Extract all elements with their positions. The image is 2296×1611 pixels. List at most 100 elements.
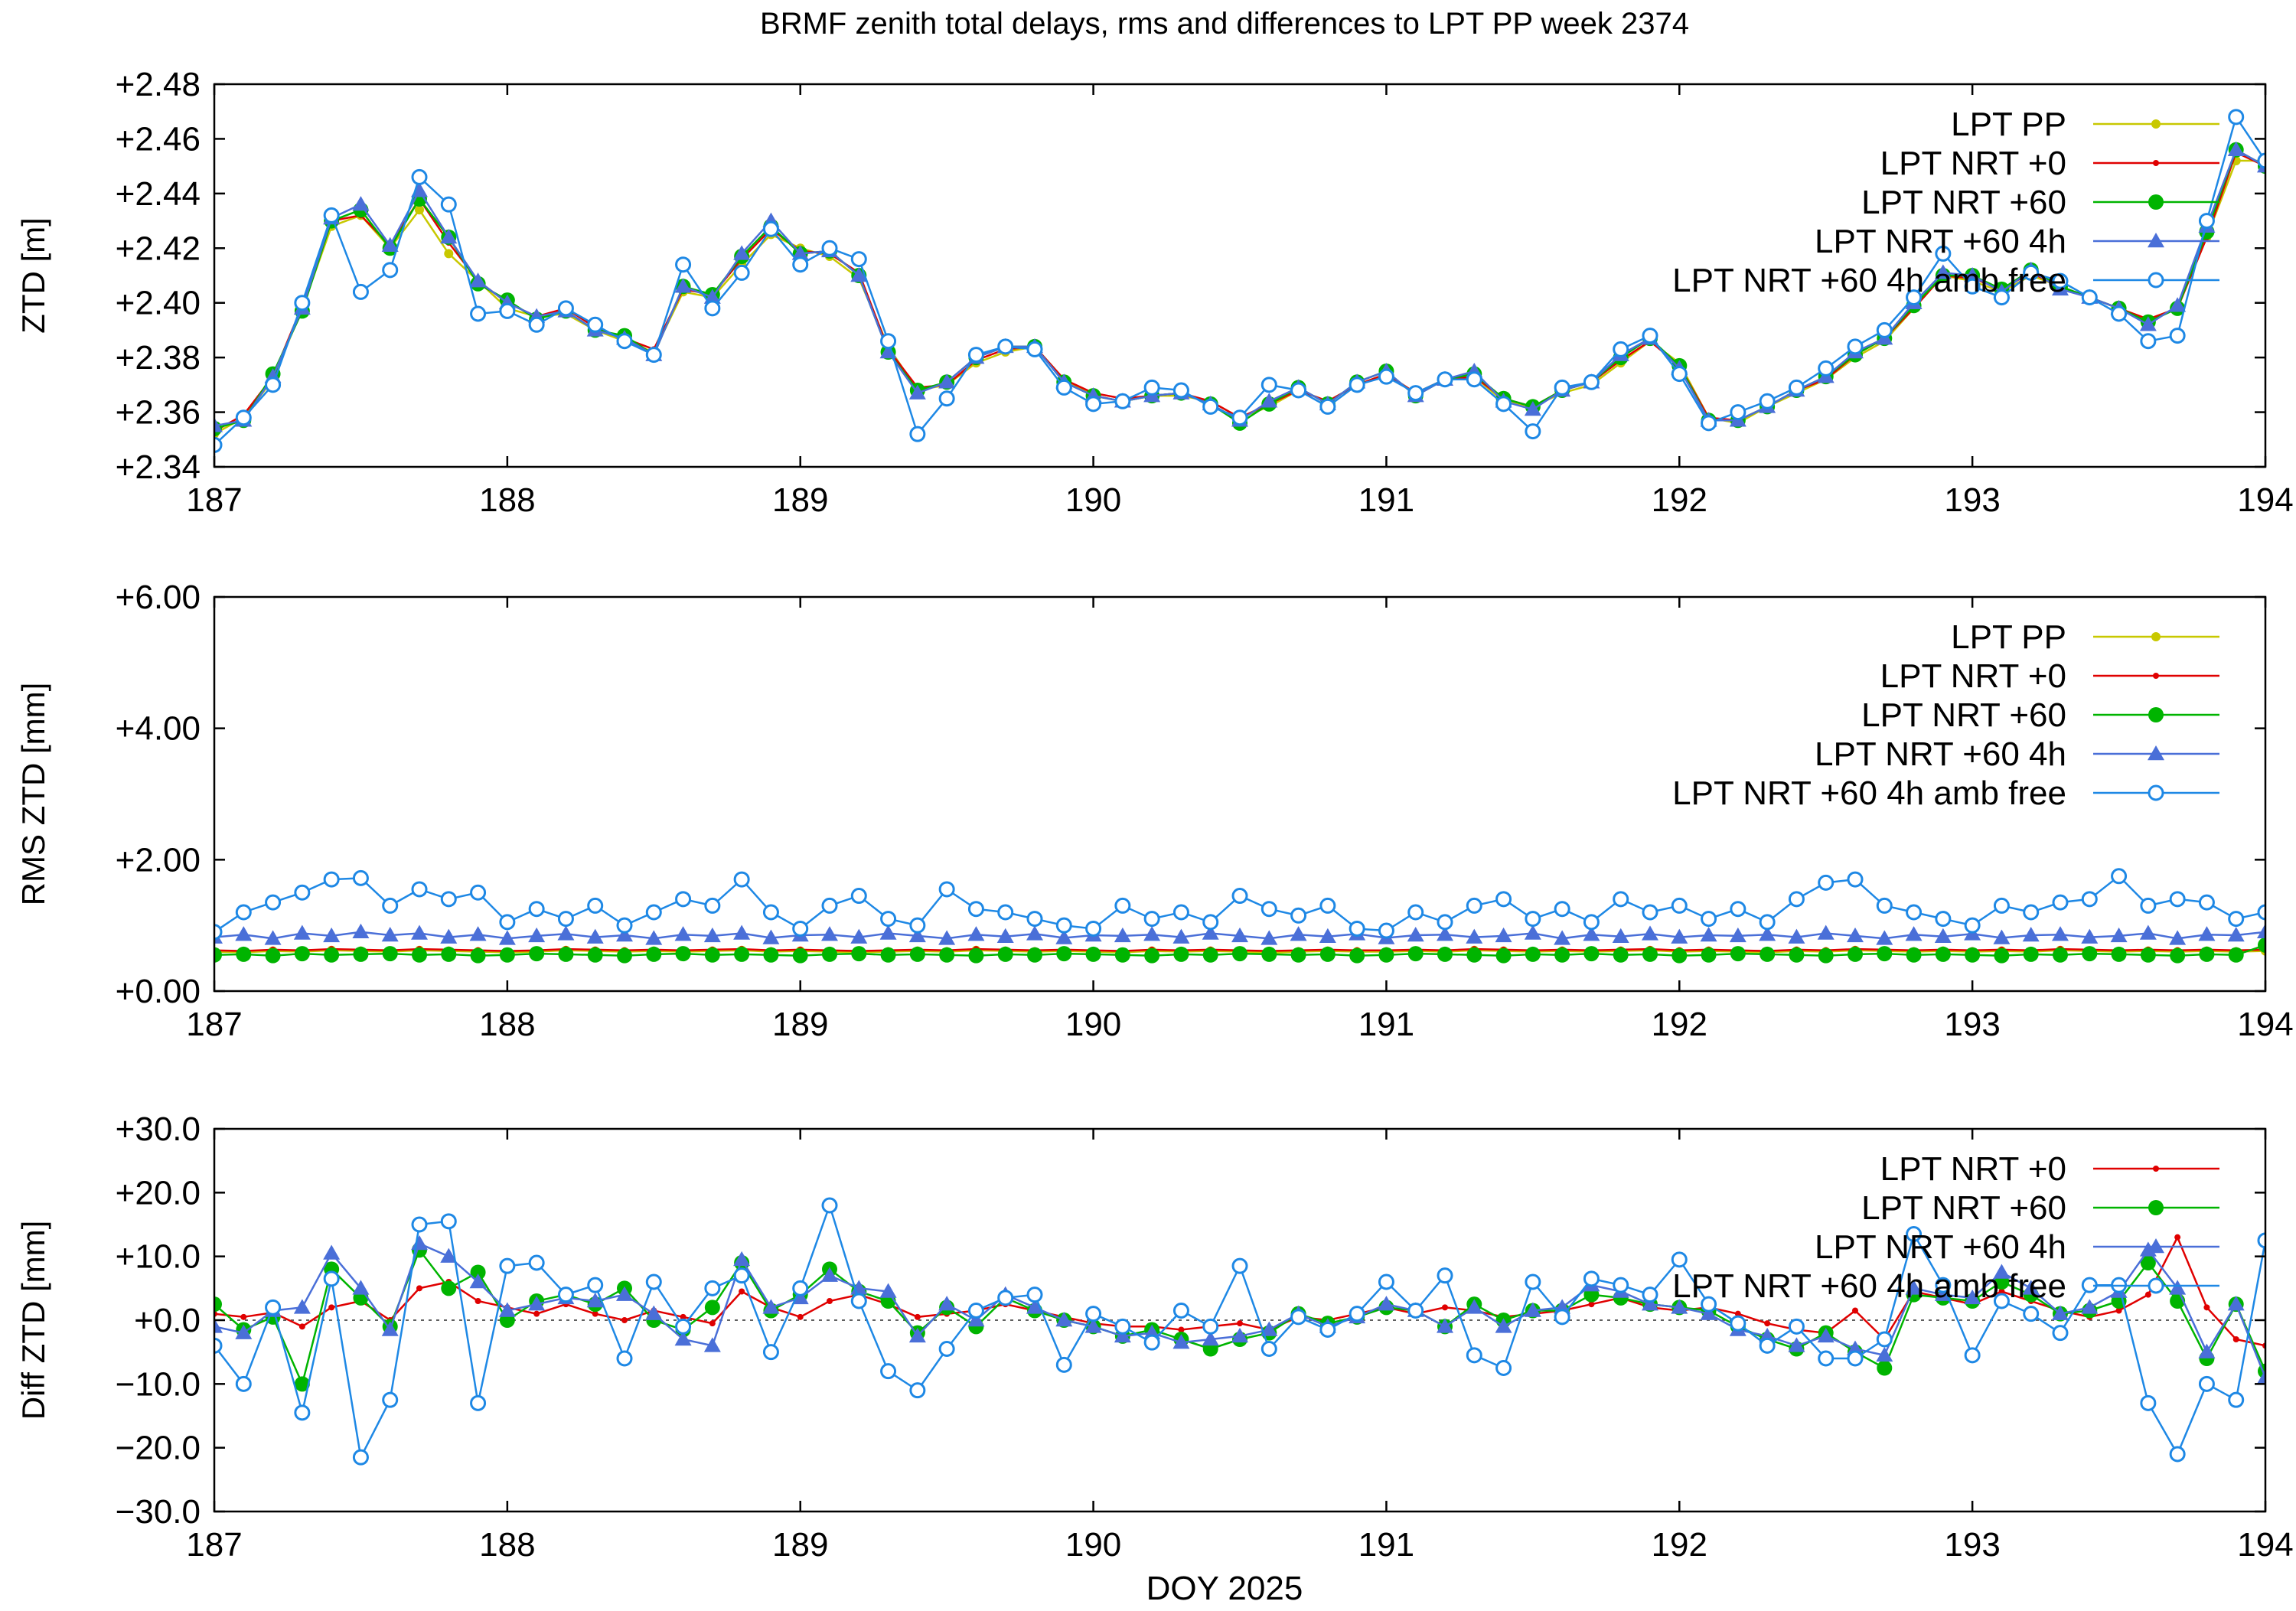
- y-axis-label-diff: Diff ZTD [mm]: [15, 1221, 51, 1420]
- data-point-lpt-nrt-60: [2112, 947, 2127, 962]
- data-point-lpt-nrt-60: [1466, 947, 1482, 963]
- x-axis-label: DOY 2025: [1146, 1570, 1303, 1607]
- legend-label: LPT NRT +60: [1861, 1189, 2066, 1227]
- data-point-lpt-nrt-60-4h-amb-free: [2053, 1326, 2067, 1340]
- data-point-lpt-nrt-60-4h-amb-free: [1028, 912, 1042, 926]
- data-point-lpt-nrt-60-4h-amb-free: [383, 898, 397, 912]
- data-point-lpt-nrt-60-4h-amb-free: [1789, 1319, 1803, 1333]
- x-tick-label: 192: [1652, 1526, 1707, 1564]
- data-point-lpt-nrt-60-4h-amb-free: [882, 334, 895, 348]
- data-point-lpt-nrt-60-4h-amb-free: [852, 253, 866, 266]
- data-point-lpt-nrt-60-4h-amb-free: [677, 892, 690, 906]
- data-point-lpt-nrt-60-4h-amb-free: [1731, 406, 1745, 419]
- legend-label: LPT NRT +0: [1880, 145, 2066, 182]
- data-point-lpt-nrt-60-4h-amb-free: [530, 1256, 543, 1270]
- data-point-lpt-nrt-60-4h-amb-free: [1438, 915, 1452, 929]
- data-point-lpt-nrt-60-4h-amb-free: [1057, 918, 1071, 932]
- data-point-lpt-nrt-60-4h-amb-free: [1174, 905, 1188, 919]
- data-point-lpt-nrt-60: [968, 948, 983, 964]
- data-point-lpt-nrt-60: [2199, 947, 2214, 962]
- data-point-lpt-nrt-60-4h-amb-free: [501, 915, 514, 929]
- x-tick-label: 187: [186, 1006, 242, 1043]
- data-point-lpt-nrt-60-4h-amb-free: [1145, 912, 1159, 926]
- data-point-lpt-nrt-60-4h-amb-free: [1848, 872, 1862, 886]
- data-point-lpt-nrt-60: [793, 948, 808, 964]
- y-tick-label: −10.0: [116, 1365, 201, 1403]
- data-point-lpt-nrt-60-4h-amb-free: [911, 1384, 925, 1397]
- data-point-lpt-nrt-0: [739, 1289, 745, 1295]
- data-point-lpt-nrt-60-4h-amb-free: [911, 427, 925, 441]
- data-point-lpt-nrt-60-4h-amb-free: [1262, 378, 1276, 392]
- data-point-lpt-nrt-60-4h-amb-free: [1204, 915, 1218, 929]
- data-point-lpt-nrt-60-4h-amb-free: [1819, 361, 1833, 375]
- data-point-lpt-nrt-60-4h-amb-free: [882, 912, 895, 926]
- data-point-lpt-nrt-60-4h-amb-free: [1204, 1319, 1218, 1333]
- data-point-lpt-nrt-60-4h-amb-free: [940, 392, 954, 406]
- data-point-lpt-nrt-60-4h-amb-free: [618, 1352, 631, 1365]
- data-point-lpt-nrt-0: [2233, 1336, 2239, 1342]
- data-point-lpt-nrt-60-4h-amb-free: [677, 258, 690, 272]
- data-point-lpt-nrt-60-4h-amb-free: [530, 318, 543, 331]
- data-point-lpt-nrt-60: [471, 948, 486, 964]
- data-point-lpt-nrt-60-4h-amb-free: [1116, 1319, 1130, 1333]
- data-point-lpt-nrt-60-4h-amb-free: [1848, 1352, 1862, 1365]
- data-point-lpt-nrt-60-4h-amb-free: [1555, 902, 1569, 916]
- data-point-lpt-nrt-60-4h-amb-free: [413, 170, 426, 184]
- data-point-lpt-nrt-60: [266, 948, 281, 964]
- data-point-lpt-nrt-60-4h-amb-free: [2229, 912, 2243, 926]
- data-point-lpt-pp: [444, 249, 453, 258]
- legend-label: LPT NRT +0: [1880, 657, 2066, 695]
- data-point-lpt-nrt-60-4h-amb-free: [823, 898, 837, 912]
- data-point-lpt-nrt-60-4h-amb-free: [236, 905, 250, 919]
- legend-swatch-marker: [2153, 160, 2159, 166]
- data-point-lpt-nrt-60-4h-amb-free: [1057, 380, 1071, 394]
- x-tick-label: 194: [2237, 481, 2293, 519]
- data-point-lpt-nrt-60-4h-amb-free: [1643, 329, 1657, 343]
- data-point-lpt-nrt-60-4h-amb-free: [1584, 915, 1598, 929]
- data-point-lpt-nrt-60: [1378, 947, 1394, 963]
- data-point-lpt-nrt-60-4h-amb-free: [1555, 1310, 1569, 1324]
- legend-label: LPT NRT +60 4h: [1815, 223, 2066, 260]
- data-point-lpt-nrt-60: [646, 947, 661, 962]
- data-point-lpt-nrt-60: [2082, 946, 2097, 961]
- data-point-lpt-nrt-60-4h-amb-free: [1350, 1307, 1364, 1321]
- data-point-lpt-nrt-0: [416, 1285, 422, 1291]
- data-point-lpt-nrt-60-4h-amb-free: [1497, 397, 1511, 411]
- data-point-lpt-nrt-60-4h-amb-free: [1731, 1316, 1745, 1330]
- data-point-lpt-nrt-60-4h-amb-free: [706, 302, 719, 315]
- data-point-lpt-nrt-60-4h-amb-free: [852, 889, 866, 903]
- data-point-lpt-nrt-60-4h-amb-free: [266, 1300, 280, 1314]
- data-point-lpt-nrt-60-4h-amb-free: [1262, 1342, 1276, 1356]
- data-point-lpt-nrt-60-4h-amb-free: [1936, 912, 1950, 926]
- data-point-lpt-nrt-60-4h-amb-free: [1789, 892, 1803, 906]
- data-point-lpt-nrt-60-4h-amb-free: [1057, 1358, 1071, 1371]
- data-point-lpt-nrt-60: [383, 946, 398, 961]
- data-point-lpt-nrt-60-4h-amb-free: [1116, 898, 1130, 912]
- data-point-lpt-nrt-60: [998, 947, 1013, 962]
- data-point-lpt-nrt-60-4h-amb-free: [295, 1406, 309, 1420]
- data-point-lpt-nrt-60: [2024, 947, 2039, 962]
- data-point-lpt-nrt-60-4h-amb-free: [442, 892, 455, 906]
- data-point-lpt-nrt-60-4h-amb-free: [1526, 1275, 1540, 1289]
- data-point-lpt-nrt-60-4h-amb-free: [1379, 1275, 1393, 1289]
- data-point-lpt-nrt-60-4h-amb-free: [1409, 1304, 1423, 1318]
- legend-swatch-marker: [2149, 1279, 2163, 1293]
- data-point-lpt-nrt-60: [2053, 947, 2068, 963]
- data-point-lpt-nrt-60-4h-amb-free: [823, 1198, 837, 1212]
- data-point-lpt-nrt-60-4h-amb-free: [471, 885, 485, 899]
- legend-label: LPT NRT +60: [1861, 184, 2066, 221]
- data-point-lpt-nrt-60-4h-amb-free: [940, 882, 954, 896]
- data-point-lpt-nrt-60-4h-amb-free: [383, 263, 397, 277]
- y-tick-label: +2.48: [116, 66, 201, 103]
- data-point-lpt-nrt-60-4h-amb-free: [1204, 399, 1218, 413]
- data-point-lpt-nrt-60: [1173, 947, 1189, 962]
- legend-swatch-marker: [2148, 1200, 2164, 1215]
- data-point-lpt-nrt-60-4h-amb-free: [1789, 380, 1803, 394]
- data-point-lpt-nrt-60: [1936, 947, 1951, 962]
- y-tick-label: +2.36: [116, 394, 201, 432]
- data-point-lpt-nrt-0: [709, 1320, 716, 1326]
- data-point-lpt-nrt-60-4h-amb-free: [1028, 342, 1042, 356]
- data-point-lpt-nrt-0: [1237, 1320, 1243, 1326]
- y-tick-label: +2.38: [116, 339, 201, 377]
